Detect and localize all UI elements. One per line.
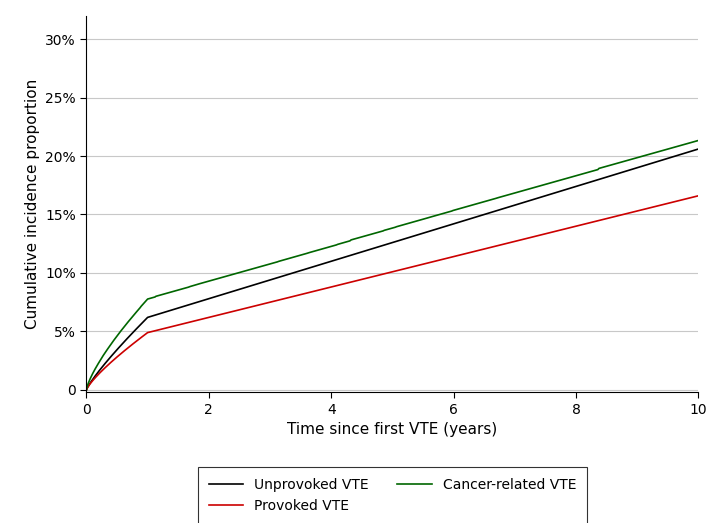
Unprovoked VTE	[210, 294, 218, 300]
Unprovoked VTE	[518, 200, 526, 206]
Cancer-related VTE	[143, 297, 151, 303]
Cancer-related VTE	[210, 277, 218, 283]
Provoked VTE	[659, 201, 667, 208]
Provoked VTE	[104, 361, 113, 367]
Cancer-related VTE	[518, 188, 526, 194]
Cancer-related VTE	[104, 345, 112, 351]
Line: Provoked VTE: Provoked VTE	[86, 196, 698, 390]
Provoked VTE	[143, 330, 151, 336]
Line: Unprovoked VTE: Unprovoked VTE	[86, 149, 698, 390]
Provoked VTE	[82, 387, 91, 393]
Cancer-related VTE	[82, 387, 91, 393]
Cancer-related VTE	[694, 138, 703, 144]
Y-axis label: Cumulative incidence proportion: Cumulative incidence proportion	[24, 79, 40, 329]
Provoked VTE	[104, 361, 112, 368]
Provoked VTE	[518, 236, 526, 243]
Unprovoked VTE	[82, 387, 91, 393]
Provoked VTE	[694, 192, 703, 199]
Line: Cancer-related VTE: Cancer-related VTE	[86, 141, 698, 390]
Cancer-related VTE	[659, 147, 667, 154]
Unprovoked VTE	[659, 157, 667, 163]
Unprovoked VTE	[104, 357, 112, 363]
Cancer-related VTE	[104, 344, 113, 350]
X-axis label: Time since first VTE (years): Time since first VTE (years)	[287, 422, 498, 437]
Legend: Unprovoked VTE, Provoked VTE, Cancer-related VTE: Unprovoked VTE, Provoked VTE, Cancer-rel…	[197, 467, 588, 523]
Unprovoked VTE	[104, 356, 113, 362]
Provoked VTE	[210, 313, 218, 320]
Unprovoked VTE	[143, 315, 151, 322]
Unprovoked VTE	[694, 146, 703, 152]
